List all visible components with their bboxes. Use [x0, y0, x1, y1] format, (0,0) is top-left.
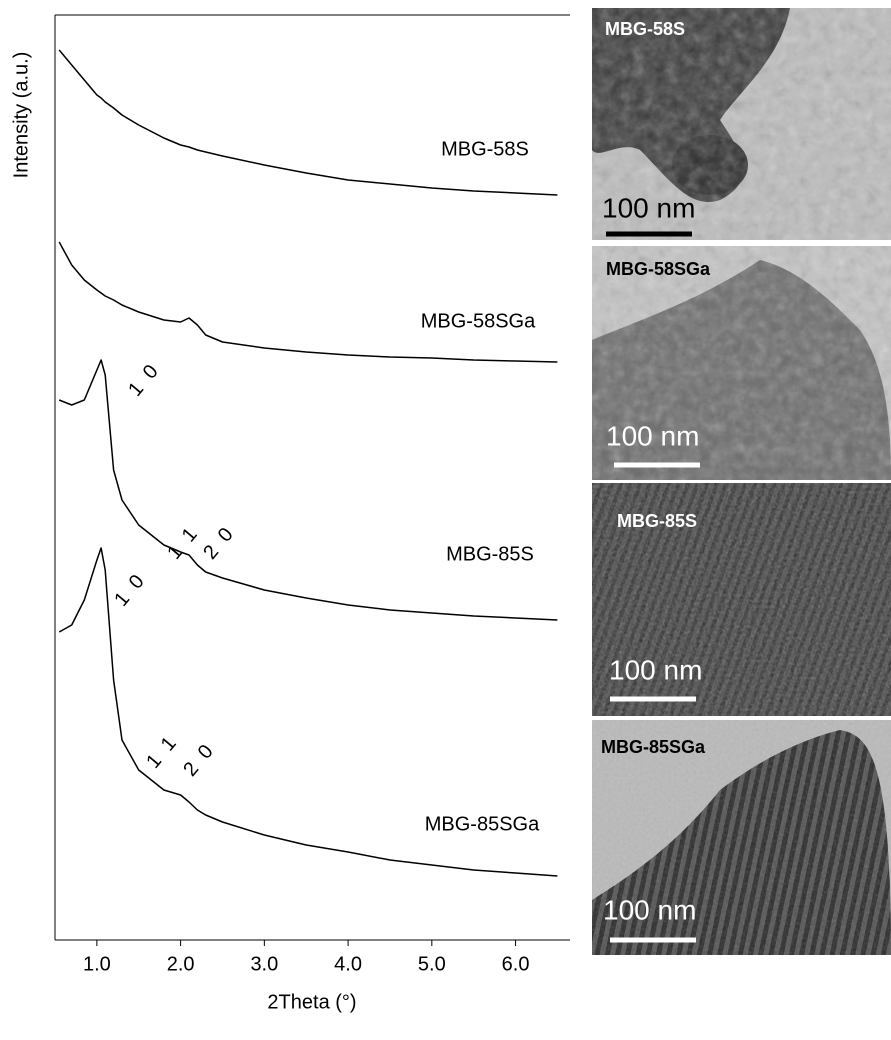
series-label: MBG-85S [446, 543, 534, 565]
x-tick-label: 2.0 [167, 953, 195, 975]
series-label: MBG-58S [441, 138, 529, 160]
data-line [58, 547, 558, 877]
x-tick-label: 5.0 [418, 953, 446, 975]
x-tick-label: 3.0 [250, 953, 278, 975]
x-axis-label: 2Theta (°) [267, 991, 356, 1013]
scale-label: 100 nm [602, 192, 695, 223]
peak-label: 1 1 [163, 521, 204, 563]
data-line [58, 359, 558, 621]
x-tick-label: 4.0 [334, 953, 362, 975]
peak-label: 2 0 [179, 738, 220, 780]
scale-label: 100 nm [609, 654, 702, 685]
peak-label: 1 0 [124, 358, 165, 400]
scale-label: 100 nm [606, 420, 699, 451]
peak-label: 2 0 [199, 521, 240, 563]
series-label: MBG-85SGa [425, 813, 540, 835]
image-label: MBG-85S [617, 511, 697, 531]
scale-label: 100 nm [603, 894, 696, 925]
tem-image [592, 246, 891, 480]
series-label: MBG-58SGa [421, 310, 536, 332]
image-label: MBG-85SGa [601, 737, 706, 757]
data-line [58, 241, 558, 363]
tem-image [592, 483, 891, 716]
tem-image [592, 8, 891, 240]
y-axis-label: Intensity (a.u.) [10, 52, 32, 179]
peak-label: 1 0 [110, 568, 151, 610]
data-line [58, 49, 558, 196]
peak-label: 1 1 [142, 730, 183, 772]
tem-image [592, 720, 891, 955]
x-tick-label: 1.0 [83, 953, 111, 975]
image-label: MBG-58SGa [606, 259, 711, 279]
x-tick-label: 6.0 [502, 953, 530, 975]
image-label: MBG-58S [605, 19, 685, 39]
